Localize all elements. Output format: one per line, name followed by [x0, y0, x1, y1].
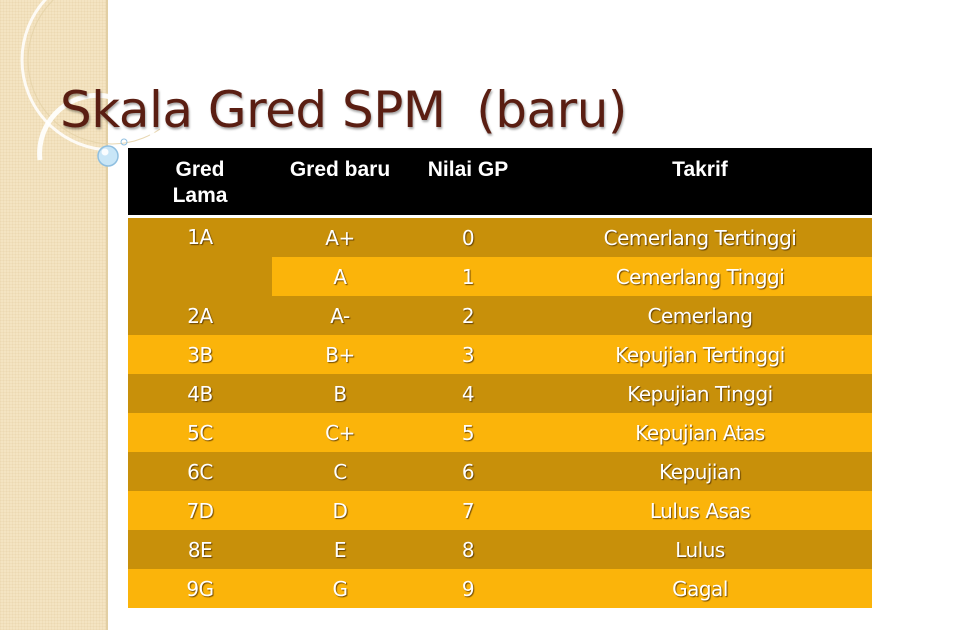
grade-scale-table: Gred Lama Gred baru Nilai GP Takrif 1A A… — [128, 148, 872, 608]
cell-nilai-gp: 5 — [408, 413, 528, 452]
cell-gred-baru: A+ — [272, 216, 408, 257]
cell-gred-lama: 2A — [128, 296, 272, 335]
table-row: 6C C 6 Kepujian — [128, 452, 872, 491]
cell-nilai-gp: 2 — [408, 296, 528, 335]
cell-takrif: Gagal — [528, 569, 872, 608]
table-row: 5C C+ 5 Kepujian Atas — [128, 413, 872, 452]
cell-nilai-gp: 4 — [408, 374, 528, 413]
cell-takrif: Cemerlang Tinggi — [528, 257, 872, 296]
cell-nilai-gp: 8 — [408, 530, 528, 569]
table-row: 1A A+ 0 Cemerlang Tertinggi — [128, 216, 872, 296]
cell-gred-lama: 9G — [128, 569, 272, 608]
header-nilai-gp: Nilai GP — [408, 148, 528, 218]
cell-gred-baru: E — [272, 530, 408, 569]
header-takrif: Takrif — [528, 148, 872, 218]
cell-gred-baru: D — [272, 491, 408, 530]
cell-nilai-gp: 1 — [408, 257, 528, 296]
cell-takrif: Lulus — [528, 530, 872, 569]
cell-gred-baru: A — [272, 257, 408, 296]
cell-takrif: Kepujian Tinggi — [528, 374, 872, 413]
header-gred-baru: Gred baru — [272, 148, 408, 218]
table-row: 8E E 8 Lulus — [128, 530, 872, 569]
table-row: A 1 Cemerlang Tinggi — [128, 257, 872, 296]
cell-nilai-gp: 6 — [408, 452, 528, 491]
cell-gred-baru: G — [272, 569, 408, 608]
cell-gred-lama: 3B — [128, 335, 272, 374]
cell-gred-baru: B+ — [272, 335, 408, 374]
cell-nilai-gp: 3 — [408, 335, 528, 374]
table-header-row: Gred Lama Gred baru Nilai GP Takrif — [128, 148, 872, 218]
slide-title: Skala Gred SPM (baru) — [60, 81, 627, 139]
table-row: 3B B+ 3 Kepujian Tertinggi — [128, 335, 872, 374]
cell-gred-lama: 5C — [128, 413, 272, 452]
cell-takrif: Cemerlang — [528, 296, 872, 335]
cell-takrif: Lulus Asas — [528, 491, 872, 530]
cell-gred-baru: A- — [272, 296, 408, 335]
cell-gred-lama: 4B — [128, 374, 272, 413]
decorative-side-band — [0, 0, 108, 630]
cell-takrif: Kepujian Tertinggi — [528, 335, 872, 374]
table-row: 2A A- 2 Cemerlang — [128, 296, 872, 335]
cell-gred-lama: 8E — [128, 530, 272, 569]
table-row: 7D D 7 Lulus Asas — [128, 491, 872, 530]
cell-nilai-gp: 9 — [408, 569, 528, 608]
cell-gred-lama: 6C — [128, 452, 272, 491]
cell-nilai-gp: 7 — [408, 491, 528, 530]
cell-gred-baru: C+ — [272, 413, 408, 452]
cell-gred-baru: C — [272, 452, 408, 491]
cell-gred-lama: 7D — [128, 491, 272, 530]
cell-takrif: Kepujian — [528, 452, 872, 491]
cell-gred-lama: 1A — [128, 216, 272, 296]
table-row: 4B B 4 Kepujian Tinggi — [128, 374, 872, 413]
header-gred-lama: Gred Lama — [128, 148, 272, 218]
cell-gred-baru: B — [272, 374, 408, 413]
cell-takrif: Cemerlang Tertinggi — [528, 216, 872, 257]
cell-takrif: Kepujian Atas — [528, 413, 872, 452]
table-row: 9G G 9 Gagal — [128, 569, 872, 608]
cell-nilai-gp: 0 — [408, 216, 528, 257]
